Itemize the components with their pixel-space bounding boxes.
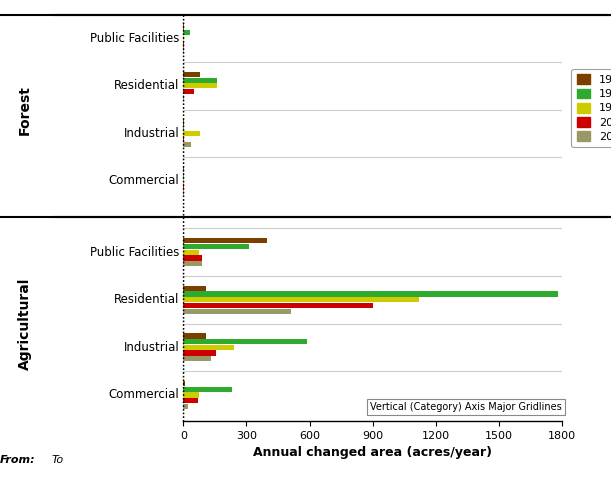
Bar	[183, 47, 185, 52]
Bar	[183, 24, 185, 30]
Text: From:: From:	[0, 455, 35, 465]
Text: Residential: Residential	[114, 79, 180, 92]
Text: Public Facilities: Public Facilities	[90, 32, 180, 45]
Bar	[183, 142, 191, 148]
Bar	[183, 95, 185, 100]
Text: Commercial: Commercial	[109, 389, 180, 401]
Text: Vertical (Category) Axis Major Gridlines: Vertical (Category) Axis Major Gridlines	[370, 402, 562, 412]
Bar	[183, 339, 307, 344]
Bar	[183, 261, 202, 266]
Bar	[183, 190, 185, 195]
Bar	[183, 244, 249, 249]
Text: Agricultural: Agricultural	[18, 277, 31, 370]
Bar	[183, 393, 199, 397]
Bar	[183, 120, 185, 124]
Bar	[183, 83, 217, 89]
Bar	[183, 350, 216, 356]
Bar	[183, 30, 189, 35]
Bar	[183, 297, 419, 302]
Bar	[183, 250, 199, 255]
Bar	[183, 333, 207, 339]
Bar	[183, 356, 211, 362]
Text: Industrial: Industrial	[124, 127, 180, 140]
Text: Residential: Residential	[114, 293, 180, 306]
Bar	[183, 41, 185, 46]
Bar	[183, 178, 185, 183]
Bar	[183, 256, 202, 260]
Bar	[183, 398, 198, 403]
Text: To: To	[52, 455, 64, 465]
Bar	[183, 238, 268, 243]
Bar	[183, 131, 200, 136]
Legend: 1984-1990, 1990-1997, 1997-2002, 2002-2006, 2006-2008: 1984-1990, 1990-1997, 1997-2002, 2002-20…	[571, 69, 611, 147]
Bar	[183, 173, 185, 178]
Bar	[183, 136, 185, 142]
Text: Industrial: Industrial	[124, 341, 180, 354]
Bar	[183, 184, 185, 189]
Bar	[183, 381, 185, 386]
Bar	[183, 125, 185, 130]
Bar	[183, 309, 291, 314]
Bar	[183, 404, 188, 409]
Bar	[183, 167, 185, 172]
Bar	[183, 286, 207, 291]
Bar	[183, 345, 234, 350]
Bar	[183, 77, 217, 83]
Bar	[183, 72, 200, 77]
Text: Public Facilities: Public Facilities	[90, 246, 180, 259]
Bar	[183, 387, 232, 392]
Bar	[183, 89, 194, 94]
X-axis label: Annual changed area (acres/year): Annual changed area (acres/year)	[253, 446, 492, 459]
Bar	[183, 36, 185, 41]
Bar	[183, 291, 558, 297]
Text: Forest: Forest	[18, 85, 31, 135]
Text: Commercial: Commercial	[109, 174, 180, 187]
Bar	[183, 303, 373, 308]
